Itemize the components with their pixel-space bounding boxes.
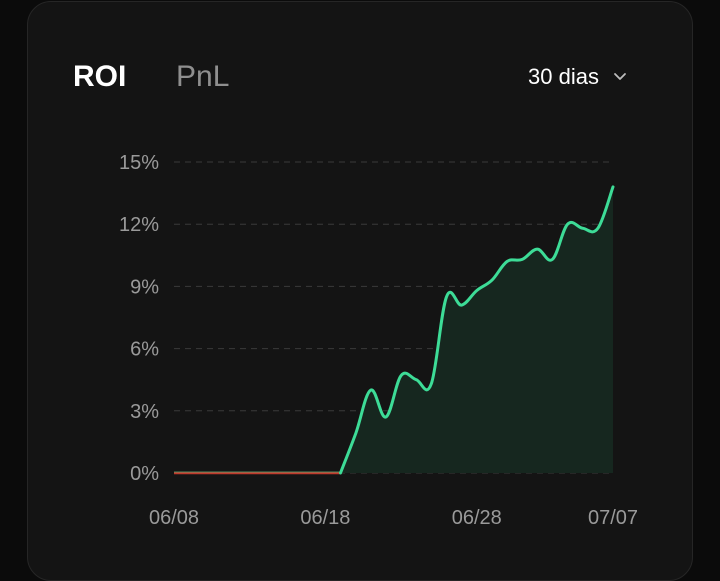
x-axis-labels: 06/08 06/18 06/28 07/07 (149, 507, 638, 529)
roi-area (340, 186, 613, 473)
period-label: 30 dias (528, 64, 599, 89)
y-tick-label: 6% (130, 339, 159, 361)
x-tick-label: 07/07 (588, 507, 638, 529)
y-tick-label: 3% (130, 401, 159, 423)
y-tick-label: 12% (119, 214, 159, 236)
x-tick-label: 06/28 (452, 507, 502, 529)
x-tick-label: 06/18 (300, 507, 350, 529)
y-axis-labels: 0% 3% 6% 9% 12% 15% (119, 152, 159, 485)
tab-pnl[interactable]: PnL (176, 60, 230, 93)
period-dropdown[interactable]: 30 dias (528, 62, 627, 92)
line-layer (174, 185, 615, 475)
x-tick-label: 06/08 (149, 507, 199, 529)
chevron-down-icon (614, 73, 626, 80)
y-tick-label: 15% (119, 152, 159, 174)
y-tick-label: 9% (130, 276, 159, 298)
roi-chart: 0% 3% 6% 9% 12% 15% 06/08 06/18 06/28 07/07 (119, 152, 638, 529)
area-layer (340, 186, 613, 473)
y-tick-label: 0% (130, 463, 159, 485)
tab-roi[interactable]: ROI (73, 60, 127, 93)
roi-line (339, 185, 615, 475)
